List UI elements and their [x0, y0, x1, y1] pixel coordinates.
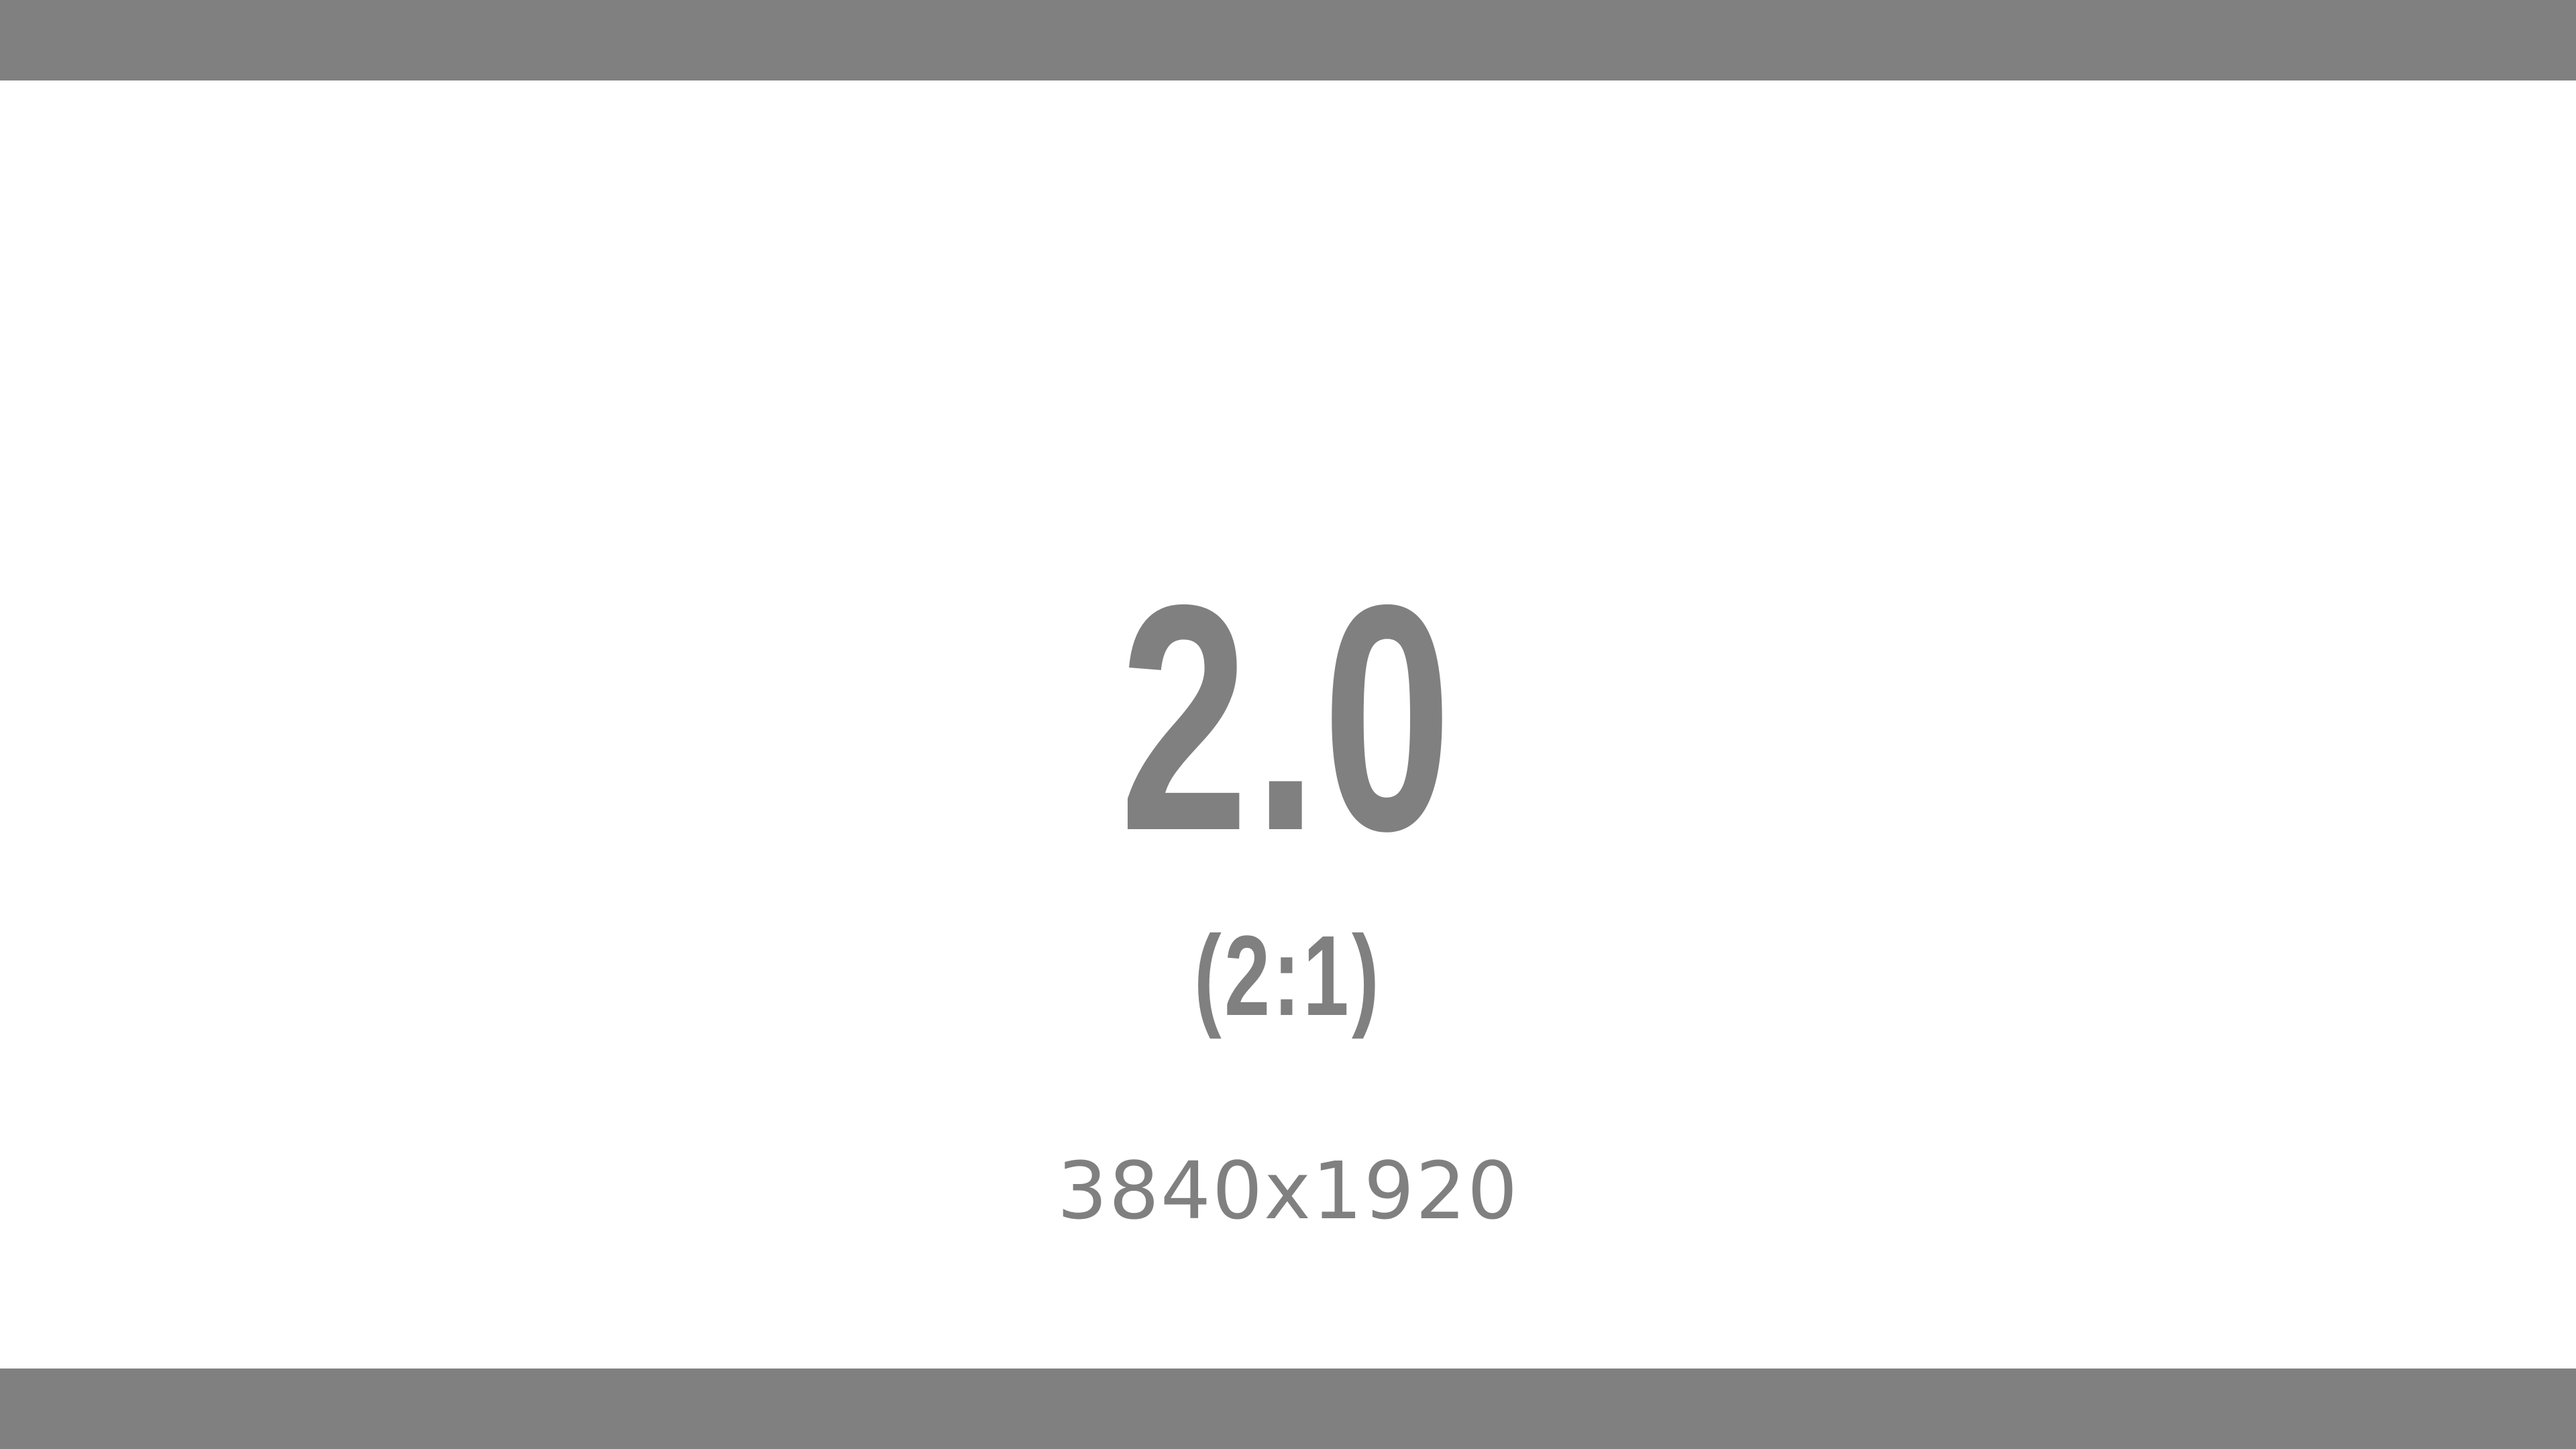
resolution-label: 3840x1920: [1057, 1144, 1519, 1237]
aspect-ratio-value: 2.0: [1119, 537, 1457, 898]
aspect-ratio-label: (2:1): [1193, 912, 1383, 1040]
bottom-letterbox-bar: [0, 1368, 2576, 1449]
top-letterbox-bar: [0, 0, 2576, 80]
